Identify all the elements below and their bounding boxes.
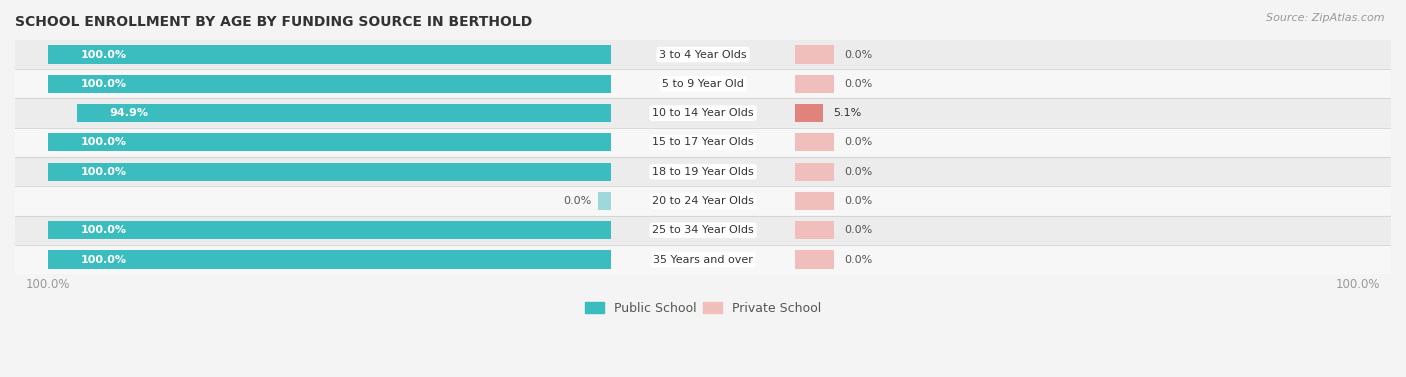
Text: 20 to 24 Year Olds: 20 to 24 Year Olds bbox=[652, 196, 754, 206]
Text: 100.0%: 100.0% bbox=[80, 49, 127, 60]
Bar bbox=[15, 98, 1391, 128]
Text: SCHOOL ENROLLMENT BY AGE BY FUNDING SOURCE IN BERTHOLD: SCHOOL ENROLLMENT BY AGE BY FUNDING SOUR… bbox=[15, 15, 533, 29]
Bar bbox=[15, 186, 1391, 216]
Text: 3 to 4 Year Olds: 3 to 4 Year Olds bbox=[659, 49, 747, 60]
Bar bbox=[15, 40, 1391, 69]
Bar bbox=[48, 75, 612, 93]
Text: Source: ZipAtlas.com: Source: ZipAtlas.com bbox=[1267, 13, 1385, 23]
Bar bbox=[598, 192, 612, 210]
Text: 0.0%: 0.0% bbox=[844, 137, 872, 147]
Bar bbox=[794, 221, 834, 239]
Text: 0.0%: 0.0% bbox=[564, 196, 592, 206]
Bar bbox=[794, 162, 834, 181]
Bar bbox=[48, 250, 612, 269]
Text: 18 to 19 Year Olds: 18 to 19 Year Olds bbox=[652, 167, 754, 177]
Bar bbox=[15, 128, 1391, 157]
Text: 5.1%: 5.1% bbox=[834, 108, 862, 118]
Legend: Public School, Private School: Public School, Private School bbox=[581, 297, 825, 320]
Bar bbox=[794, 250, 834, 269]
Text: 25 to 34 Year Olds: 25 to 34 Year Olds bbox=[652, 225, 754, 235]
Text: 15 to 17 Year Olds: 15 to 17 Year Olds bbox=[652, 137, 754, 147]
Bar bbox=[15, 216, 1391, 245]
Bar bbox=[48, 221, 612, 239]
Bar bbox=[15, 245, 1391, 274]
Text: 0.0%: 0.0% bbox=[844, 196, 872, 206]
Bar bbox=[794, 46, 834, 64]
Text: 100.0%: 100.0% bbox=[80, 167, 127, 177]
Bar bbox=[76, 104, 612, 122]
Bar bbox=[15, 157, 1391, 186]
Bar bbox=[794, 104, 824, 122]
Text: 0.0%: 0.0% bbox=[844, 79, 872, 89]
Text: 0.0%: 0.0% bbox=[844, 254, 872, 265]
Text: 100.0%: 100.0% bbox=[80, 254, 127, 265]
Text: 100.0%: 100.0% bbox=[80, 79, 127, 89]
Text: 10 to 14 Year Olds: 10 to 14 Year Olds bbox=[652, 108, 754, 118]
Text: 94.9%: 94.9% bbox=[110, 108, 148, 118]
Bar bbox=[794, 75, 834, 93]
Bar bbox=[794, 192, 834, 210]
Bar bbox=[48, 162, 612, 181]
Bar bbox=[48, 46, 612, 64]
Text: 0.0%: 0.0% bbox=[844, 49, 872, 60]
Text: 100.0%: 100.0% bbox=[80, 137, 127, 147]
Text: 5 to 9 Year Old: 5 to 9 Year Old bbox=[662, 79, 744, 89]
Text: 0.0%: 0.0% bbox=[844, 167, 872, 177]
Text: 35 Years and over: 35 Years and over bbox=[652, 254, 754, 265]
Text: 0.0%: 0.0% bbox=[844, 225, 872, 235]
Bar bbox=[15, 69, 1391, 98]
Bar bbox=[794, 133, 834, 152]
Bar bbox=[48, 133, 612, 152]
Text: 100.0%: 100.0% bbox=[80, 225, 127, 235]
